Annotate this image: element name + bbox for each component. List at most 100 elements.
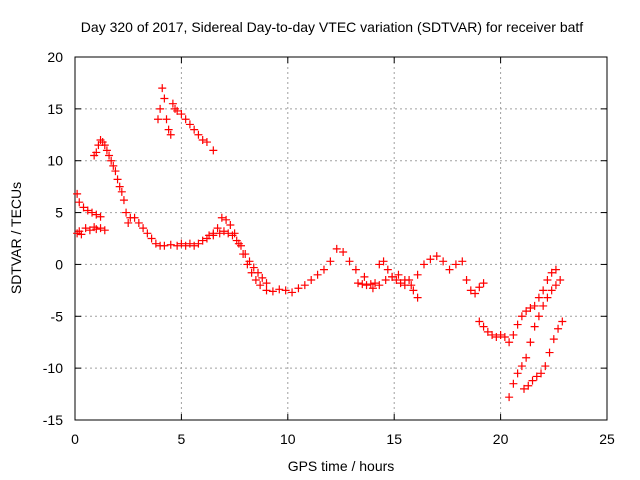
data-point: [100, 141, 109, 150]
data-point: [517, 362, 526, 371]
y-tick-label: 15: [47, 101, 63, 117]
data-point: [73, 229, 82, 238]
data-points: [73, 84, 567, 402]
data-point: [513, 320, 522, 329]
data-point: [222, 215, 231, 224]
data-point: [92, 225, 101, 234]
data-point: [392, 275, 401, 284]
data-point: [171, 104, 180, 113]
data-point: [407, 281, 416, 290]
data-point: [375, 260, 384, 269]
axis-ticks: [74, 56, 608, 421]
data-point: [275, 285, 284, 294]
data-point: [92, 210, 101, 219]
data-point: [462, 275, 471, 284]
data-point: [354, 279, 363, 288]
x-tick-label: 5: [178, 431, 186, 447]
data-point: [147, 234, 156, 243]
y-tick-label: -5: [51, 308, 64, 324]
data-point: [158, 84, 167, 93]
data-point: [156, 104, 165, 113]
data-point: [551, 281, 560, 290]
data-point: [166, 240, 175, 249]
data-point: [351, 265, 360, 274]
x-tick-label: 25: [599, 431, 615, 447]
data-point: [85, 226, 94, 235]
data-point: [209, 146, 218, 155]
data-point: [483, 327, 492, 336]
data-point: [556, 275, 565, 284]
data-point: [251, 275, 260, 284]
y-tick-label: 20: [47, 49, 63, 65]
data-point: [134, 218, 143, 227]
data-point: [107, 156, 116, 165]
data-point: [81, 224, 90, 233]
data-point: [205, 231, 214, 240]
data-point: [202, 138, 211, 147]
data-point: [313, 270, 322, 279]
x-tick-label: 20: [493, 431, 509, 447]
data-point: [534, 312, 543, 321]
data-point: [549, 335, 558, 344]
x-tick-label: 0: [71, 431, 79, 447]
data-point: [83, 206, 92, 215]
data-point: [445, 265, 454, 274]
data-point: [532, 372, 541, 381]
data-point: [88, 208, 97, 217]
data-point: [545, 348, 554, 357]
data-point: [488, 330, 497, 339]
data-point: [77, 230, 86, 239]
data-point: [547, 286, 556, 295]
data-point: [345, 257, 354, 266]
data-point: [217, 213, 226, 222]
data-point: [368, 284, 377, 293]
data-point: [375, 281, 384, 290]
data-point: [181, 241, 190, 250]
data-point: [451, 260, 460, 269]
data-point: [185, 120, 194, 129]
data-point: [528, 376, 537, 385]
data-point: [539, 301, 548, 310]
data-point: [432, 252, 441, 261]
data-point: [537, 369, 546, 378]
data-point: [400, 275, 409, 284]
data-point: [543, 293, 552, 302]
data-point: [522, 353, 531, 362]
data-point: [115, 182, 124, 191]
data-point: [530, 301, 539, 310]
data-point: [160, 241, 169, 250]
data-point: [226, 221, 235, 230]
data-point: [239, 250, 248, 259]
data-point: [177, 239, 186, 248]
data-point: [551, 265, 560, 274]
data-point: [181, 115, 190, 124]
data-point: [105, 151, 114, 160]
data-point: [294, 284, 303, 293]
y-tick-labels: -15 -10 -5 0 5 10 15 20: [43, 49, 63, 428]
y-tick-label: -15: [43, 412, 63, 428]
data-point: [143, 229, 152, 238]
data-point: [479, 322, 488, 331]
data-point: [466, 286, 475, 295]
data-point: [458, 257, 467, 266]
data-point: [526, 338, 535, 347]
data-point: [124, 218, 133, 227]
data-point: [102, 146, 111, 155]
gridlines: [75, 57, 607, 420]
data-point: [413, 293, 422, 302]
data-point: [173, 106, 182, 115]
data-point: [198, 236, 207, 245]
data-point: [366, 280, 375, 289]
data-point: [339, 247, 348, 256]
data-point: [92, 148, 101, 157]
data-point: [526, 303, 535, 312]
data-point: [319, 265, 328, 274]
data-point: [396, 279, 405, 288]
data-point: [236, 241, 245, 250]
data-point: [475, 317, 484, 326]
x-tick-label: 10: [280, 431, 296, 447]
y-axis-label: SDTVAR / TECUs: [8, 182, 24, 294]
data-point: [130, 213, 139, 222]
data-point: [522, 307, 531, 316]
